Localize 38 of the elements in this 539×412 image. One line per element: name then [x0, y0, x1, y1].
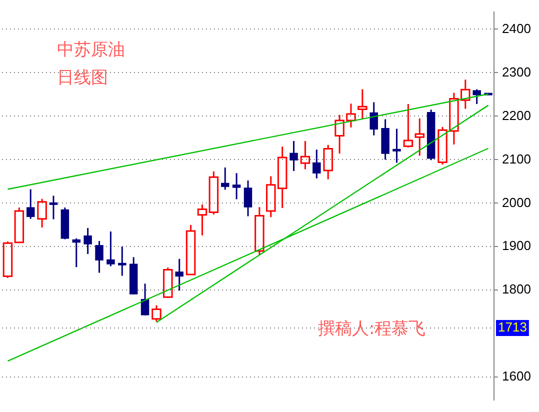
- candlestick: [403, 103, 414, 148]
- candlestick: [290, 140, 298, 172]
- candlestick: [84, 227, 92, 255]
- candlestick: [175, 258, 184, 292]
- candlestick: [472, 88, 481, 105]
- y-tick-label: 2200: [502, 108, 531, 123]
- y-tick-label: 2400: [502, 20, 531, 36]
- candlestick: [254, 206, 264, 256]
- y-tick-label: 1800: [502, 282, 531, 297]
- candlestick: [95, 240, 104, 274]
- candlestick: [312, 148, 321, 180]
- candlestick: [381, 118, 390, 160]
- candlestick: [370, 102, 378, 136]
- candlestick: [140, 282, 150, 316]
- candlestick: [26, 188, 35, 220]
- y-tick-label: 2000: [502, 194, 531, 210]
- ref-line-label: 1713: [498, 320, 527, 335]
- y-tick-label: 1900: [502, 238, 531, 254]
- candlestick: [197, 204, 208, 236]
- annotation: 中苏原油: [57, 40, 125, 60]
- candlestick: [106, 230, 115, 267]
- candlestick: [72, 238, 80, 268]
- candlestick: [220, 166, 230, 190]
- annotation: 撰稿人:程慕飞: [318, 319, 426, 339]
- candlestick: [358, 88, 368, 120]
- y-tick-label: 2100: [502, 151, 531, 166]
- candlestick: [414, 118, 424, 157]
- y-tick-label: 1600: [502, 368, 531, 384]
- candlestick: [244, 180, 252, 217]
- candlestick: [392, 128, 401, 164]
- annotation: 日线图: [57, 68, 108, 88]
- candlestick: [118, 246, 126, 277]
- candlestick: [300, 140, 310, 170]
- candlestick: [37, 198, 47, 228]
- y-tick-label: 2300: [502, 64, 531, 80]
- candlestick: [323, 144, 333, 180]
- candlestick: [49, 195, 58, 220]
- candlestick: [232, 172, 241, 200]
